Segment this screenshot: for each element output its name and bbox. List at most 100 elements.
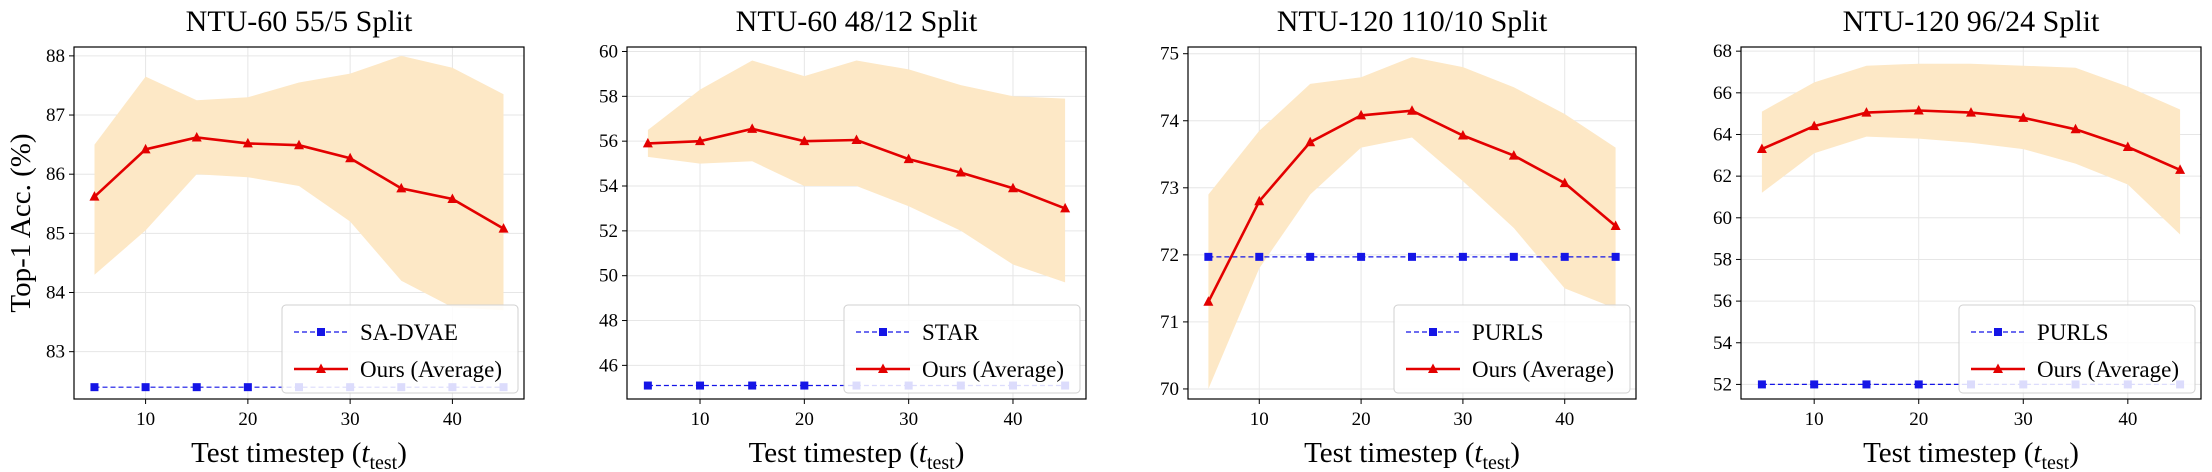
- baseline-point: [1611, 252, 1620, 261]
- x-axis-label-close: ): [397, 437, 407, 469]
- confidence-band: [647, 60, 1066, 283]
- x-tick-label: 40: [2118, 409, 2137, 430]
- baseline-point: [141, 383, 150, 392]
- x-axis-label-text: Test timestep (: [1863, 437, 2033, 469]
- legend-baseline-label: PURLS: [1472, 320, 1544, 345]
- ours-point: [1356, 109, 1367, 120]
- ours-point: [498, 223, 509, 233]
- y-tick-label: 54: [1713, 333, 1733, 354]
- legend: PURLS Ours (Average): [1393, 304, 1631, 394]
- y-tick-label: 73: [1160, 178, 1179, 199]
- x-tick-label: 30: [341, 409, 360, 430]
- chart-title: NTU-120 110/10 Split: [1277, 5, 1548, 38]
- legend-ours-label: Ours (Average): [922, 357, 1064, 382]
- x-axis-label-text: Test timestep (: [191, 437, 361, 469]
- chart-panel-3: 10 20 30 40 70 71 72 73 74 75 NTU-120 110/10 Split…: [1160, 5, 1637, 472]
- y-tick-label: 54: [599, 176, 619, 197]
- legend-baseline-marker: [1429, 328, 1437, 336]
- x-tick-label: 40: [443, 409, 462, 430]
- legend-ours-label: Ours (Average): [2037, 357, 2179, 382]
- x-tick-label: 20: [1352, 409, 1371, 430]
- baseline-point: [1509, 252, 1518, 261]
- ours-point: [447, 193, 458, 204]
- ours-point: [851, 134, 862, 145]
- y-tick-label: 87: [46, 105, 65, 126]
- x-axis-label-text: Test timestep (: [749, 437, 919, 469]
- baseline-point: [1408, 252, 1416, 261]
- y-tick-label: 74: [1160, 111, 1180, 132]
- plot-frame: [626, 46, 1087, 400]
- y-tick-label: 58: [1713, 249, 1732, 270]
- x-axis-label-subscript: test: [1482, 452, 1510, 472]
- y-tick-label: 72: [1160, 245, 1179, 266]
- legend-baseline-label: STAR: [922, 320, 980, 345]
- ours-point: [1913, 105, 1924, 115]
- x-tick-label: 40: [1003, 409, 1022, 430]
- y-tick-label: 46: [599, 355, 618, 376]
- x-axis-label-close: ): [2069, 437, 2079, 469]
- baseline-point: [1914, 380, 1923, 389]
- ours-point: [1610, 220, 1621, 231]
- ours-point: [1861, 107, 1872, 117]
- baseline-point: [800, 381, 809, 390]
- ours-point: [642, 137, 653, 148]
- y-tick-label: 52: [599, 221, 618, 242]
- legend-ours-marker: [1428, 363, 1438, 373]
- ours-point: [1007, 182, 1018, 193]
- chart-panel-2: 10 20 30 40 46 48 50 52 54 56 58 60 NTU-60 48/12 Spl…: [599, 5, 1087, 472]
- x-axis-label: Test timestep (ttest): [749, 437, 965, 472]
- ours-point: [1305, 136, 1316, 147]
- legend: SA-DVAE Ours (Average): [281, 304, 519, 394]
- ours-point: [799, 135, 810, 146]
- confidence-band: [94, 55, 504, 311]
- ours-point: [2122, 141, 2133, 151]
- x-axis-label-close: ): [955, 437, 965, 469]
- chart-panel-1: 10 20 30 40 83 84 85 86 87 88 NTU-60 55/5 Split Tes…: [5, 5, 525, 472]
- ours-point: [955, 167, 966, 177]
- y-tick-label: 52: [1713, 374, 1732, 395]
- x-tick-label: 30: [1453, 409, 1472, 430]
- x-tick-label: 10: [1805, 409, 1824, 430]
- ours-point: [1060, 202, 1071, 213]
- y-tick-label: 50: [599, 266, 618, 287]
- x-axis-label-text: Test timestep (: [1304, 437, 1474, 469]
- ours-point: [89, 191, 100, 201]
- legend-baseline-marker: [317, 328, 325, 336]
- ours-point: [1756, 143, 1767, 154]
- baseline-point: [1357, 252, 1366, 261]
- chart-title: NTU-60 48/12 Split: [736, 5, 978, 38]
- y-tick-label: 88: [46, 46, 65, 67]
- legend-ours-label: Ours (Average): [1472, 357, 1614, 382]
- x-axis-label-symbol: t: [2033, 437, 2042, 469]
- baseline-point: [748, 381, 757, 390]
- ours-point: [1966, 107, 1976, 117]
- baseline-point: [1862, 380, 1871, 389]
- ours-point: [242, 137, 253, 148]
- ours-point: [747, 123, 758, 133]
- ours-point: [396, 182, 407, 193]
- baseline-point: [243, 383, 252, 392]
- ours-point: [1254, 195, 1265, 206]
- x-axis-label-subscript: test: [369, 452, 397, 472]
- legend-ours-label: Ours (Average): [360, 357, 502, 382]
- y-tick-label: 84: [46, 283, 66, 304]
- x-tick-label: 10: [1250, 409, 1269, 430]
- chart-title: NTU-60 55/5 Split: [186, 5, 413, 38]
- y-tick-label: 70: [1160, 379, 1179, 400]
- ours-point: [345, 152, 356, 163]
- plot-frame: [1740, 46, 2202, 400]
- y-tick-label: 56: [599, 131, 618, 152]
- x-tick-label: 20: [1909, 409, 1928, 430]
- ours-point: [903, 153, 914, 164]
- ours-point: [1809, 120, 1820, 131]
- x-axis-label: Test timestep (ttest): [191, 437, 407, 472]
- ours-point: [191, 132, 202, 142]
- ours-point: [294, 139, 304, 150]
- y-tick-label: 86: [46, 164, 65, 185]
- x-axis-label: Test timestep (ttest): [1863, 437, 2079, 472]
- x-tick-label: 10: [691, 409, 710, 430]
- y-tick-label: 56: [1713, 291, 1732, 312]
- legend-ours-marker: [1993, 363, 2003, 373]
- ours-point: [1508, 150, 1519, 160]
